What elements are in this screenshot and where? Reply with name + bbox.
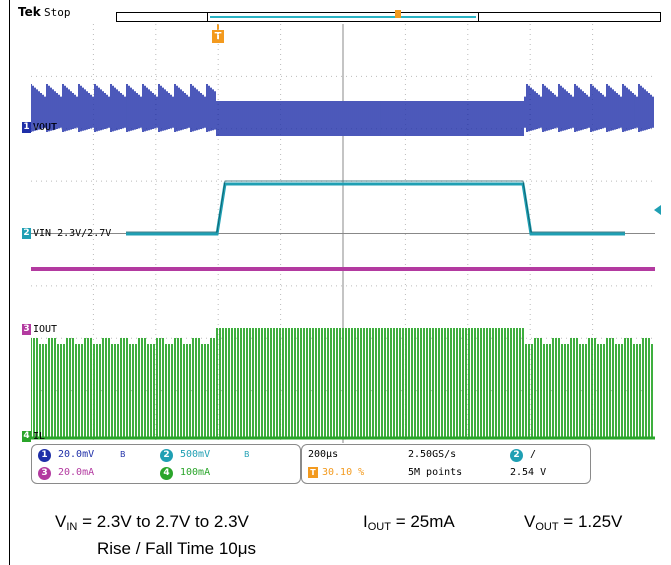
trigger-source-icon: 2: [510, 449, 523, 462]
waveform-graticule[interactable]: [31, 24, 655, 443]
ch2-badge-icon: 2: [160, 449, 173, 462]
ch2-label: VIN 2.3V/2.7V: [33, 228, 112, 239]
trigger-position-icon: [395, 10, 401, 18]
run-state[interactable]: Stop: [44, 6, 71, 19]
ch4-scale: 100mA: [180, 467, 211, 478]
ch4-waveform: [31, 328, 653, 438]
ch1-bw-icon: B: [120, 450, 126, 459]
record-view-window[interactable]: [207, 10, 479, 22]
ch2-trigger-level-icon[interactable]: [654, 205, 661, 215]
trigger-marker-icon[interactable]: T: [212, 24, 225, 46]
iout-condition: IOUT = 25mA: [363, 512, 455, 533]
vout-condition: VOUT = 1.25V: [524, 512, 623, 533]
ch2-bw-icon: B: [244, 450, 250, 459]
rise-fall-time: Rise / Fall Time 10μs: [97, 539, 257, 558]
record-overview-bar[interactable]: [116, 10, 661, 22]
ch2-waveform: [126, 182, 625, 236]
ch1-marker-icon[interactable]: 1: [22, 122, 31, 133]
horizontal-trigger-panel[interactable]: 200μs T 30.10 % 2.50GS/s 5M points 2 / 2…: [301, 444, 591, 484]
scope-status-bar: Tek Stop: [11, 0, 671, 24]
figure-frame-line: [0, 0, 10, 565]
ch3-label: IOUT: [33, 324, 58, 335]
ch4-label: IL: [33, 431, 46, 442]
trigger-marker-label: T: [212, 30, 224, 43]
trigger-slope-icon: /: [530, 449, 537, 460]
vin-condition: VIN = 2.3V to 2.7V to 2.3V: [55, 512, 249, 533]
ch4-marker-icon[interactable]: 4: [22, 431, 31, 442]
timebase: 200μs: [308, 449, 339, 460]
ch1-waveform: [31, 84, 654, 136]
ch2-scale: 500mV: [180, 449, 211, 460]
vertical-settings-panel[interactable]: 1 20.0mV B 2 500mV B 3 20.0mA 4 100mA: [31, 444, 301, 484]
scope-info-bar: 1 20.0mV B 2 500mV B 3 20.0mA 4 100mA 20…: [31, 444, 671, 484]
record-length: 5M points: [408, 467, 463, 478]
ch1-label: VOUT: [33, 122, 58, 133]
trigger-position: 30.10 %: [322, 467, 365, 478]
ch3-marker-icon[interactable]: 3: [22, 324, 31, 335]
ch2-marker-icon[interactable]: 2: [22, 228, 31, 239]
ch1-badge-icon: 1: [38, 449, 51, 462]
waveform-display: [31, 24, 655, 443]
oscilloscope-screen: Tek Stop T 1 VOUT 2 VIN 2.3V/2.7V 3 IOUT…: [11, 0, 671, 485]
ch2-waveform-edge: [126, 180, 625, 233]
ch4-badge-icon: 4: [160, 467, 173, 480]
trigger-level: 2.54 V: [510, 467, 547, 478]
sample-rate: 2.50GS/s: [408, 449, 457, 460]
ch3-badge-icon: 3: [38, 467, 51, 480]
figure-caption: VIN = 2.3V to 2.7V to 2.3V IOUT = 25mA V…: [11, 485, 671, 565]
brand-logo: Tek: [18, 5, 41, 19]
trigger-position-badge-icon: T: [308, 467, 318, 478]
record-trace-preview: [210, 16, 476, 18]
ch3-scale: 20.0mA: [58, 467, 95, 478]
ch1-scale: 20.0mV: [58, 449, 95, 460]
